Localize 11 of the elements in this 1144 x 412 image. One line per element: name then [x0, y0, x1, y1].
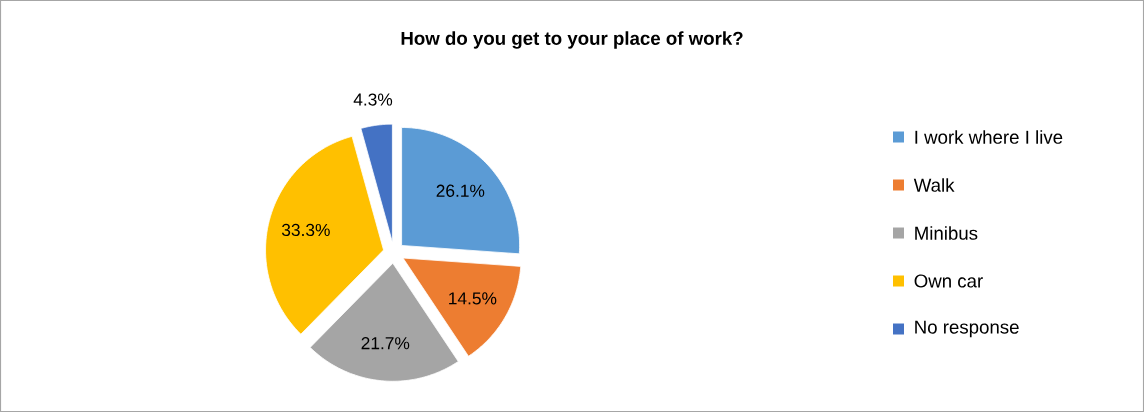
data-label: 4.3% — [353, 93, 393, 106]
data-label: 14.5% — [449, 292, 497, 305]
legend-label: Walk — [913, 178, 955, 192]
legend-label: Minibus — [915, 226, 978, 240]
chart-title: How do you get to your place of work? — [401, 31, 743, 49]
data-label: 33.3% — [281, 223, 330, 237]
data-label: 21.7% — [361, 337, 410, 350]
data-label: 26.1% — [436, 184, 485, 197]
legend-label: Own car — [914, 274, 983, 288]
legend-label: No response — [915, 320, 1019, 338]
legend-label: I work where I live — [915, 130, 1063, 144]
